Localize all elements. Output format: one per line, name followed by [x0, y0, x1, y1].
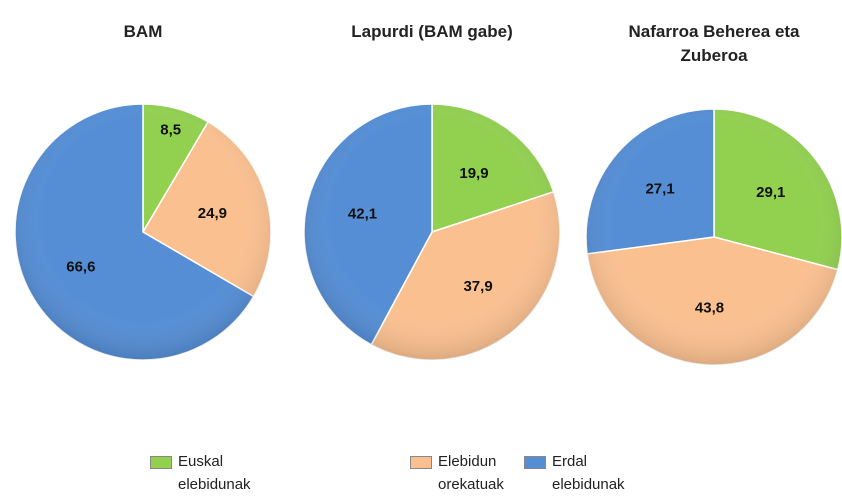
chart-title: Lapurdi (BAM gabe): [351, 22, 513, 41]
value-label: 8,5: [160, 122, 181, 139]
chart-title: BAM: [123, 22, 163, 41]
legend-swatch: [150, 456, 172, 469]
value-label: 27,1: [645, 181, 674, 198]
value-label: 19,9: [459, 165, 488, 182]
legend-label: Euskal elebidunak: [178, 453, 251, 493]
legend-swatch: [410, 456, 432, 469]
value-label: 66,6: [66, 259, 95, 276]
legend-label: Erdal elebidunak: [552, 453, 625, 493]
legend-label: Elebidun orekatuak: [438, 453, 504, 493]
value-label: 42,1: [348, 205, 377, 222]
value-label: 43,8: [695, 300, 724, 317]
chart-title: Nafarroa Beherea eta Zuberoa: [628, 22, 800, 65]
value-label: 37,9: [463, 278, 492, 295]
value-label: 29,1: [756, 184, 785, 201]
value-label: 24,9: [198, 205, 227, 222]
legend-swatch: [524, 456, 546, 469]
